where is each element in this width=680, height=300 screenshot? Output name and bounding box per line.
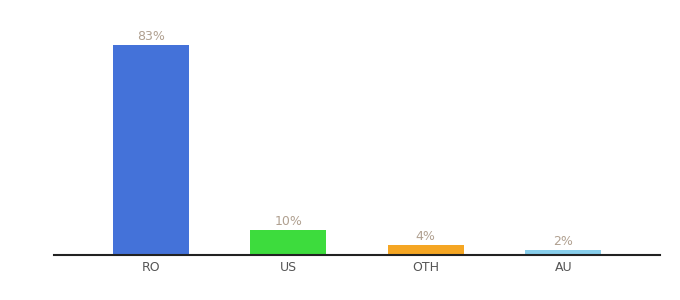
Text: 10%: 10% [274,215,302,228]
Bar [388,245,464,255]
Text: 2%: 2% [554,235,573,248]
Bar [113,45,188,255]
Text: 4%: 4% [416,230,436,243]
Bar [526,250,601,255]
Text: 83%: 83% [137,30,165,43]
Bar [250,230,326,255]
